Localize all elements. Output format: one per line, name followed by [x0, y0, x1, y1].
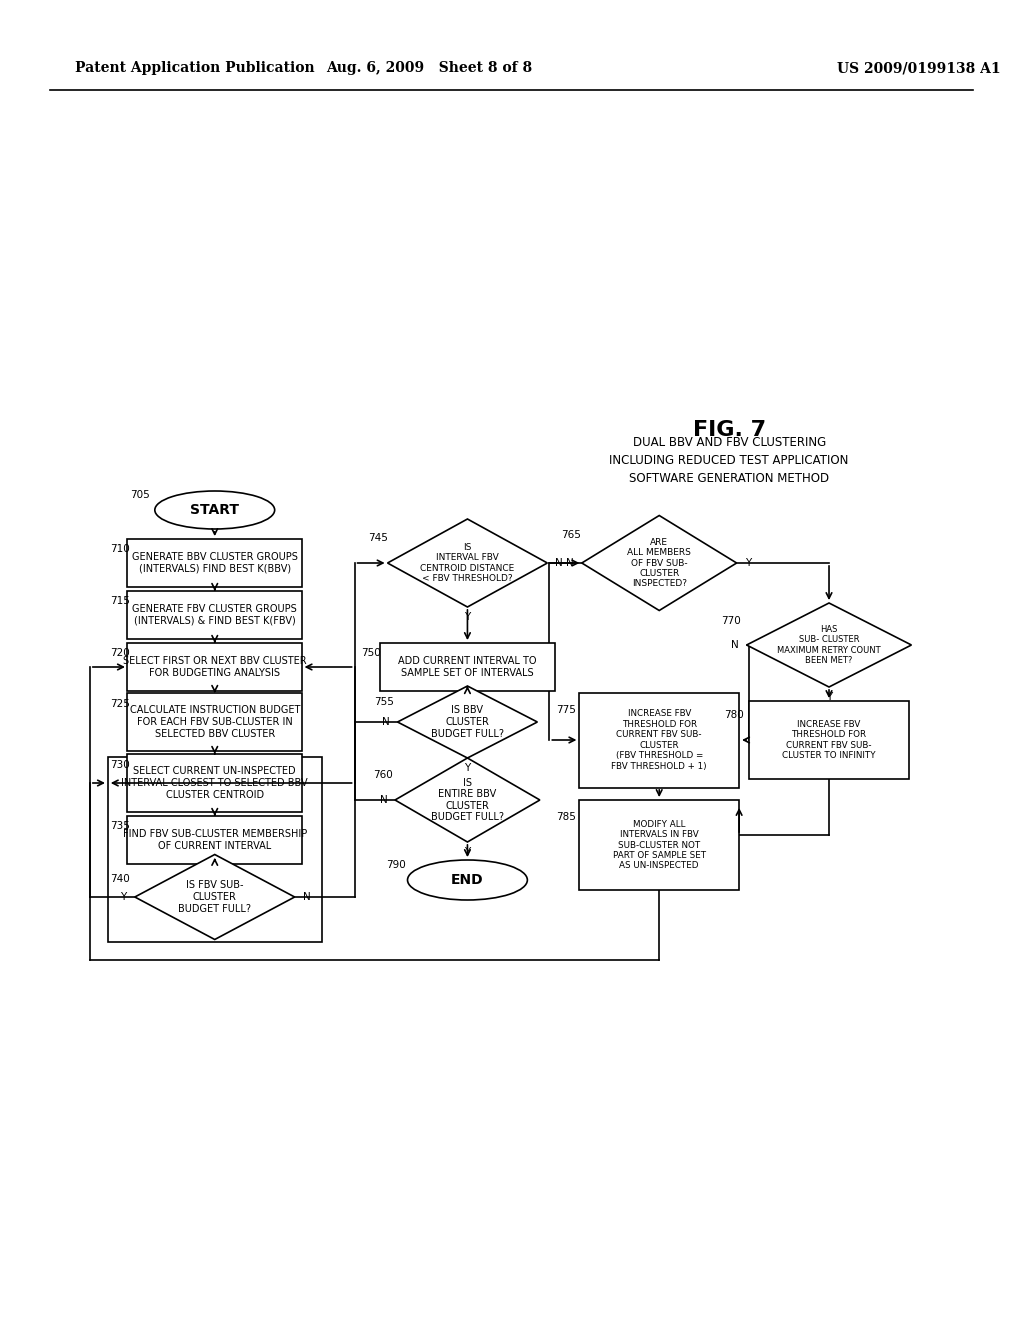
Text: INCREASE FBV
THRESHOLD FOR
CURRENT FBV SUB-
CLUSTER TO INFINITY: INCREASE FBV THRESHOLD FOR CURRENT FBV S… [782, 719, 876, 760]
Text: IS BBV
CLUSTER
BUDGET FULL?: IS BBV CLUSTER BUDGET FULL? [431, 705, 504, 739]
Text: 735: 735 [110, 821, 130, 832]
Text: 710: 710 [110, 544, 130, 554]
Text: START: START [190, 503, 240, 517]
Text: SELECT CURRENT UN-INSPECTED
INTERVAL CLOSEST TO SELECTED BBV
CLUSTER CENTROID: SELECT CURRENT UN-INSPECTED INTERVAL CLO… [122, 767, 308, 800]
Text: 750: 750 [360, 648, 381, 657]
FancyBboxPatch shape [127, 816, 302, 865]
FancyBboxPatch shape [127, 643, 302, 690]
Text: N: N [380, 795, 387, 805]
FancyBboxPatch shape [127, 539, 302, 587]
Text: INCREASE FBV
THRESHOLD FOR
CURRENT FBV SUB-
CLUSTER
(FBV THRESHOLD =
FBV THRESHO: INCREASE FBV THRESHOLD FOR CURRENT FBV S… [611, 710, 707, 771]
Text: 775: 775 [556, 705, 577, 715]
Ellipse shape [155, 491, 274, 529]
FancyBboxPatch shape [750, 701, 909, 779]
FancyBboxPatch shape [127, 591, 302, 639]
Text: Y: Y [826, 692, 833, 702]
Text: IS FBV SUB-
CLUSTER
BUDGET FULL?: IS FBV SUB- CLUSTER BUDGET FULL? [178, 880, 251, 913]
Text: N: N [382, 717, 389, 727]
Text: IS
ENTIRE BBV
CLUSTER
BUDGET FULL?: IS ENTIRE BBV CLUSTER BUDGET FULL? [431, 777, 504, 822]
Polygon shape [395, 758, 540, 842]
Text: Y: Y [464, 847, 471, 857]
Polygon shape [135, 854, 295, 940]
Text: Y: Y [464, 612, 471, 622]
Text: 755: 755 [375, 697, 394, 708]
Text: Y: Y [464, 763, 471, 774]
Text: 745: 745 [368, 533, 387, 543]
Text: GENERATE BBV CLUSTER GROUPS
(INTERVALS) FIND BEST K(BBV): GENERATE BBV CLUSTER GROUPS (INTERVALS) … [132, 552, 298, 574]
FancyBboxPatch shape [127, 693, 302, 751]
Text: Y: Y [745, 558, 752, 568]
Text: Aug. 6, 2009   Sheet 8 of 8: Aug. 6, 2009 Sheet 8 of 8 [327, 61, 532, 75]
Text: 725: 725 [110, 700, 130, 709]
FancyBboxPatch shape [127, 754, 302, 812]
Polygon shape [387, 519, 548, 607]
FancyBboxPatch shape [580, 800, 739, 890]
Text: N: N [566, 558, 574, 568]
Text: 770: 770 [721, 616, 741, 626]
Text: US 2009/0199138 A1: US 2009/0199138 A1 [837, 61, 1000, 75]
Polygon shape [582, 516, 736, 610]
FancyBboxPatch shape [380, 643, 555, 690]
Text: 785: 785 [556, 812, 577, 822]
Polygon shape [746, 603, 911, 686]
Text: 730: 730 [110, 760, 130, 770]
Text: CALCULATE INSTRUCTION BUDGET
FOR EACH FBV SUB-CLUSTER IN
SELECTED BBV CLUSTER: CALCULATE INSTRUCTION BUDGET FOR EACH FB… [130, 705, 300, 739]
Text: N: N [555, 558, 563, 568]
Text: MODIFY ALL
INTERVALS IN FBV
SUB-CLUSTER NOT
PART OF SAMPLE SET
AS UN-INSPECTED: MODIFY ALL INTERVALS IN FBV SUB-CLUSTER … [612, 820, 706, 870]
Text: 715: 715 [110, 597, 130, 606]
Text: HAS
SUB- CLUSTER
MAXIMUM RETRY COUNT
BEEN MET?: HAS SUB- CLUSTER MAXIMUM RETRY COUNT BEE… [777, 624, 881, 665]
Text: 740: 740 [110, 874, 130, 884]
Ellipse shape [408, 861, 527, 900]
Text: SELECT FIRST OR NEXT BBV CLUSTER
FOR BUDGETING ANALYSIS: SELECT FIRST OR NEXT BBV CLUSTER FOR BUD… [123, 656, 306, 677]
Text: GENERATE FBV CLUSTER GROUPS
(INTERVALS) & FIND BEST K(FBV): GENERATE FBV CLUSTER GROUPS (INTERVALS) … [132, 605, 297, 626]
Text: N: N [303, 892, 310, 902]
Text: Y: Y [120, 892, 126, 902]
Text: IS
INTERVAL FBV
CENTROID DISTANCE
< FBV THRESHOLD?: IS INTERVAL FBV CENTROID DISTANCE < FBV … [420, 543, 515, 583]
Text: Patent Application Publication: Patent Application Publication [75, 61, 314, 75]
Text: ARE
ALL MEMBERS
OF FBV SUB-
CLUSTER
INSPECTED?: ARE ALL MEMBERS OF FBV SUB- CLUSTER INSP… [628, 537, 691, 589]
Text: ADD CURRENT INTERVAL TO
SAMPLE SET OF INTERVALS: ADD CURRENT INTERVAL TO SAMPLE SET OF IN… [398, 656, 537, 677]
FancyBboxPatch shape [580, 693, 739, 788]
Text: FIG. 7: FIG. 7 [692, 420, 766, 440]
Text: END: END [452, 873, 483, 887]
Text: 720: 720 [110, 648, 130, 657]
Text: DUAL BBV AND FBV CLUSTERING
INCLUDING REDUCED TEST APPLICATION
SOFTWARE GENERATI: DUAL BBV AND FBV CLUSTERING INCLUDING RE… [609, 436, 849, 484]
Text: 790: 790 [386, 861, 406, 870]
Text: 765: 765 [561, 531, 582, 540]
Text: 705: 705 [130, 490, 150, 500]
Text: N: N [731, 640, 739, 649]
Text: FIND FBV SUB-CLUSTER MEMBERSHIP
OF CURRENT INTERVAL: FIND FBV SUB-CLUSTER MEMBERSHIP OF CURRE… [123, 829, 307, 851]
Text: 760: 760 [373, 770, 392, 780]
Text: 780: 780 [724, 710, 744, 719]
Polygon shape [397, 686, 538, 758]
